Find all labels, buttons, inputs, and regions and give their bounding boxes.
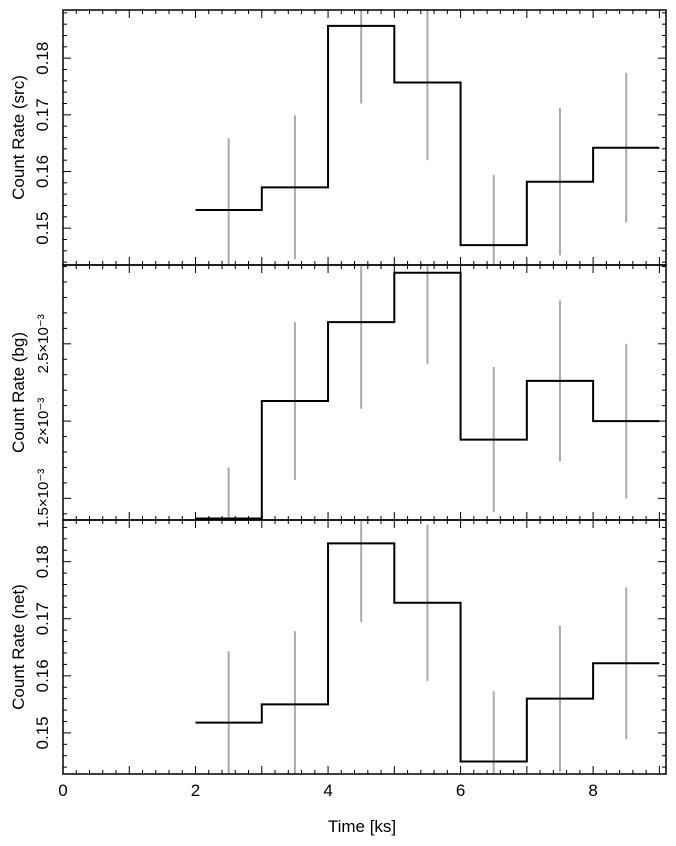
plot-frame	[62, 9, 667, 266]
y-tick-label: 0.17	[33, 98, 52, 131]
y-tick-label: 0.16	[33, 659, 52, 692]
y-tick-label: 0.15	[33, 716, 52, 749]
y-tick-label: 0.15	[33, 212, 52, 245]
y-axis-label: Count Rate (bg)	[9, 332, 28, 453]
panel-bg: 1.5×10⁻³ 2×10⁻³ 2.5×10⁻³ Count Rate (bg)	[9, 264, 667, 528]
y-tick-label: 0.18	[33, 42, 52, 75]
y-tick-label: 1.5×10⁻³	[35, 469, 52, 528]
x-tick-label: 2	[191, 781, 200, 800]
step-line	[195, 271, 660, 520]
y-tick-label: 0.16	[33, 155, 52, 188]
x-tick-label: 6	[456, 781, 465, 800]
x-axis-label: Time [ks]	[328, 817, 396, 836]
panels: 0.15 0.16 0.17 0.18 Count Rate (src) 1.5×10⁻³…	[9, 9, 667, 800]
panel-src: 0.15 0.16 0.17 0.18 Count Rate (src)	[9, 9, 667, 266]
x-tick-label: 4	[323, 781, 332, 800]
y-tick-label: 2×10⁻³	[35, 398, 52, 445]
x-tick-label: 8	[588, 781, 597, 800]
y-tick-label: 0.17	[33, 602, 52, 635]
step-line	[195, 542, 660, 763]
y-axis-label: Count Rate (src)	[9, 75, 28, 200]
plot-frame	[62, 264, 667, 521]
step-line	[195, 24, 660, 247]
x-tick-label: 0	[58, 781, 67, 800]
panel-net: 0.15 0.16 0.17 0.18 Count Rate (net) 0 2 4 6 8	[9, 519, 667, 800]
plot-frame	[62, 519, 667, 775]
y-axis-label: Count Rate (net)	[9, 584, 28, 710]
y-tick-label: 0.18	[33, 545, 52, 578]
y-tick-label: 2.5×10⁻³	[35, 314, 52, 373]
